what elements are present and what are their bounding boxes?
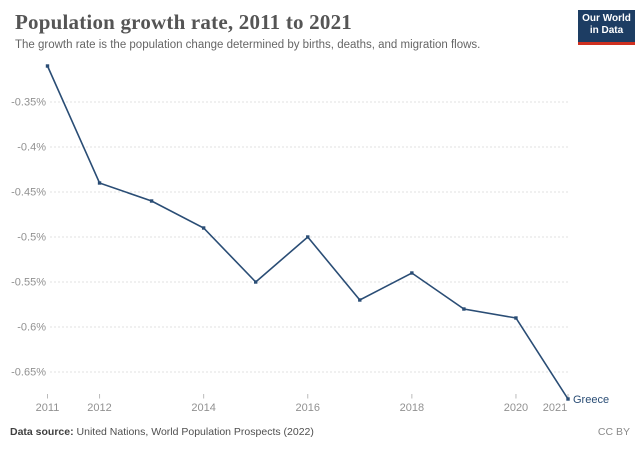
x-tick-label: 2016 <box>296 402 320 414</box>
data-source-label: Data source: <box>10 426 74 438</box>
owid-logo[interactable]: Our World in Data <box>578 10 635 45</box>
x-tick-label: 2020 <box>504 402 528 414</box>
data-source-note: Data source: United Nations, World Popul… <box>10 426 314 438</box>
x-tick-label: 2018 <box>400 402 424 414</box>
data-point[interactable] <box>45 64 50 68</box>
x-tick-label: 2021 <box>543 402 567 414</box>
owid-logo-line1: Our World <box>582 13 631 24</box>
data-point[interactable] <box>566 397 570 401</box>
chart-title: Population growth rate, 2011 to 2021 <box>15 10 352 34</box>
license-link[interactable]: CC BY <box>597 426 630 438</box>
y-tick-label: -0.55% <box>11 277 46 289</box>
chart-footer: Data source: United Nations, World Popul… <box>10 426 630 438</box>
x-tick-label: 2012 <box>87 402 111 414</box>
x-tick-label: 2011 <box>36 402 60 414</box>
data-point[interactable] <box>201 226 206 230</box>
x-tick-label: 2014 <box>191 402 215 414</box>
data-point[interactable] <box>254 280 258 284</box>
y-tick-label: -0.4% <box>17 142 46 154</box>
y-tick-label: -0.65% <box>11 367 46 379</box>
series-label-greece[interactable]: Greece <box>573 394 609 406</box>
series-line-greece[interactable] <box>46 65 569 400</box>
data-point[interactable] <box>462 307 466 311</box>
y-tick-label: -0.35% <box>11 97 46 109</box>
owid-logo-line2: in Data <box>589 25 624 36</box>
data-point[interactable] <box>514 316 518 320</box>
data-point[interactable] <box>97 181 102 185</box>
y-tick-label: -0.45% <box>11 187 46 199</box>
data-point[interactable] <box>149 199 154 203</box>
data-source-text: United Nations, World Population Prospec… <box>73 426 314 438</box>
data-point[interactable] <box>306 235 310 239</box>
y-tick-label: -0.5% <box>17 232 46 244</box>
y-tick-label: -0.6% <box>17 322 46 334</box>
chart-subtitle: The growth rate is the population change… <box>15 39 481 51</box>
data-point[interactable] <box>358 298 362 302</box>
data-point[interactable] <box>410 271 414 275</box>
